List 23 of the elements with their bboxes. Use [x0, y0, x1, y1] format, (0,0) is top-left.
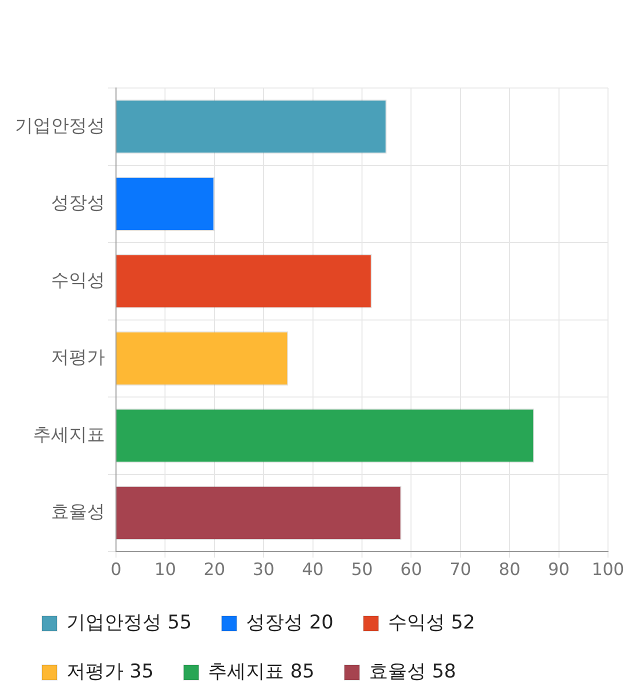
x-tick-label: 30 — [252, 560, 274, 580]
legend-label: 추세지표 85 — [208, 660, 314, 682]
x-tick-label: 50 — [351, 560, 373, 580]
legend-label: 저평가 35 — [66, 660, 154, 682]
legend-label: 기업안정성 55 — [66, 611, 192, 634]
legend-label: 효율성 58 — [368, 660, 456, 682]
x-tick-label: 70 — [450, 560, 472, 580]
y-tick-label: 효율성 — [51, 502, 105, 523]
x-tick-label: 20 — [204, 560, 226, 580]
x-tick-label: 40 — [302, 560, 324, 580]
x-tick-label: 0 — [110, 560, 122, 580]
y-tick-label: 추세지표 — [33, 424, 105, 446]
x-tick-label: 90 — [548, 560, 570, 580]
x-tick-label: 100 — [592, 560, 624, 580]
legend-label: 성장성 20 — [246, 611, 334, 634]
y-tick-label: 기업안정성 — [15, 115, 105, 136]
y-tick-label: 저평가 — [51, 347, 105, 368]
legend-label: 수익성 52 — [388, 611, 476, 634]
x-tick-label: 60 — [400, 560, 422, 580]
y-tick-label: 수익성 — [51, 270, 105, 291]
x-tick-label: 10 — [154, 560, 176, 580]
y-tick-label: 성장성 — [51, 192, 105, 214]
x-tick-label: 80 — [498, 560, 520, 580]
